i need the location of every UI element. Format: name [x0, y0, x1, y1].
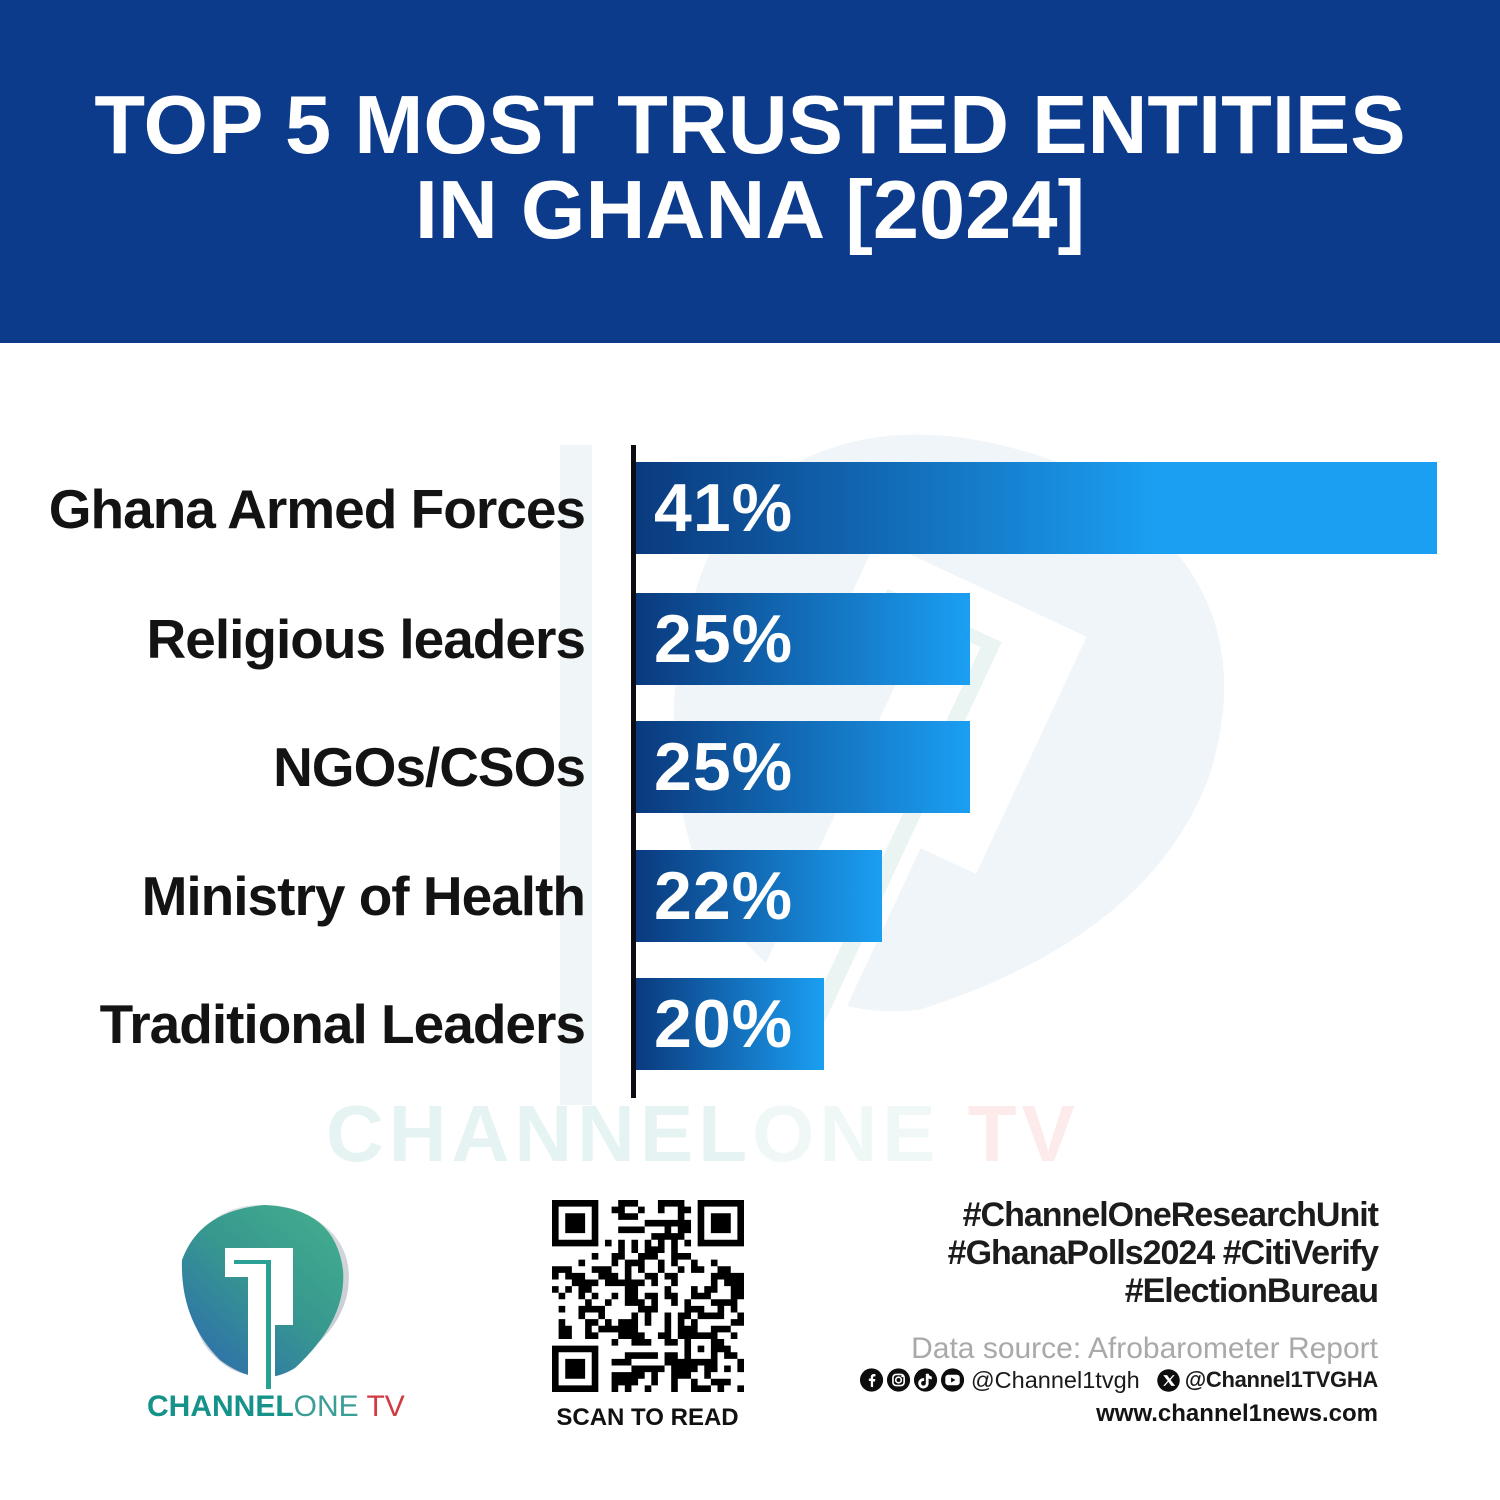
svg-text:CHANNELONE TV: CHANNELONE TV: [147, 1390, 405, 1423]
svg-text:CHANNELONE TV: CHANNELONE TV: [326, 1089, 1080, 1178]
